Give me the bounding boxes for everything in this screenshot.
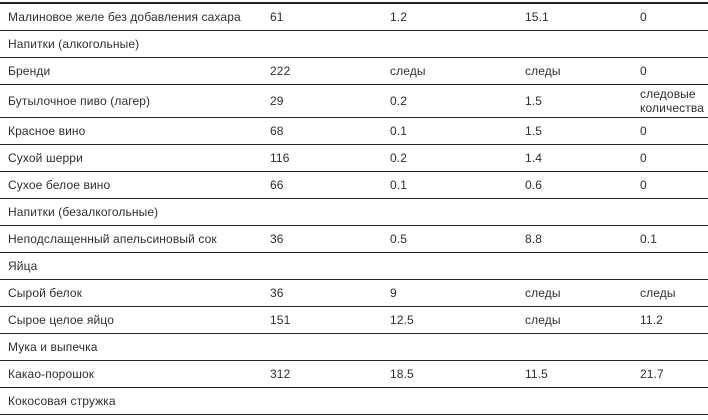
table-row: Сырой белок 36 9 следы следы <box>0 279 708 307</box>
section-title: Напитки (алкогольные) <box>0 30 708 58</box>
value-cell: 61 <box>262 3 382 31</box>
value-cell: 0.2 <box>382 144 517 172</box>
value-cell: 312 <box>262 360 382 388</box>
food-name-cell: Сырое целое яйцо <box>0 306 262 334</box>
value-cell: 36 <box>262 225 382 253</box>
food-name-cell: Сырой белок <box>0 279 262 307</box>
value-cell: 1.4 <box>517 144 632 172</box>
section-row: Мука и выпечка <box>0 333 708 361</box>
value-cell: следы <box>517 57 632 85</box>
value-cell: 1.5 <box>517 117 632 145</box>
value-cell <box>517 387 632 415</box>
value-cell: 29 <box>262 84 382 118</box>
value-cell: 0 <box>632 144 708 172</box>
food-name-cell: Бутылочное пиво (лагер) <box>0 84 262 118</box>
food-name-cell: Малиновое желе без добавления сахара <box>0 3 262 31</box>
section-row: Напитки (алкогольные) <box>0 30 708 58</box>
value-cell: 9 <box>382 279 517 307</box>
value-cell: следы <box>517 306 632 334</box>
food-name-cell: Кокосовая стружка <box>0 387 262 415</box>
value-cell: 68 <box>262 117 382 145</box>
food-name-cell: Красное вино <box>0 117 262 145</box>
nutrition-table-body: Малиновое желе без добавления сахара 61 1.… <box>0 3 708 415</box>
value-cell: следовые количества <box>632 84 708 118</box>
food-name-cell: Сухое белое вино <box>0 171 262 199</box>
value-cell: 11.2 <box>632 306 708 334</box>
table-row: Бутылочное пиво (лагер) 29 0.2 1.5 следовые … <box>0 84 708 118</box>
value-cell <box>262 387 382 415</box>
value-cell: 66 <box>262 171 382 199</box>
value-cell: 15.1 <box>517 3 632 31</box>
value-cell: следы <box>382 57 517 85</box>
value-cell: 222 <box>262 57 382 85</box>
value-cell: 151 <box>262 306 382 334</box>
table-row: Сухой шерри 116 0.2 1.4 0 <box>0 144 708 172</box>
value-cell: 0.6 <box>517 171 632 199</box>
section-title: Мука и выпечка <box>0 333 708 361</box>
table-row: Какао-порошок 312 18.5 11.5 21.7 <box>0 360 708 388</box>
value-cell: 1.2 <box>382 3 517 31</box>
value-cell <box>632 387 708 415</box>
value-cell: 36 <box>262 279 382 307</box>
value-cell: 0 <box>632 171 708 199</box>
section-title: Яйца <box>0 252 708 280</box>
table-row: Малиновое желе без добавления сахара 61 1.… <box>0 3 708 31</box>
value-cell: 0 <box>632 117 708 145</box>
value-cell: 1.5 <box>517 84 632 118</box>
section-row: Напитки (безалкогольные) <box>0 198 708 226</box>
table-row: Сырое целое яйцо 151 12.5 следы 11.2 <box>0 306 708 334</box>
value-cell: 0.1 <box>382 171 517 199</box>
food-name-cell: Сухой шерри <box>0 144 262 172</box>
table-row: Красное вино 68 0.1 1.5 0 <box>0 117 708 145</box>
food-name-cell: Неподслащенный апельсиновый сок <box>0 225 262 253</box>
value-cell <box>382 387 517 415</box>
value-cell: 18.5 <box>382 360 517 388</box>
value-cell: 11.5 <box>517 360 632 388</box>
value-cell: 8.8 <box>517 225 632 253</box>
food-name-cell: Какао-порошок <box>0 360 262 388</box>
value-cell: 12.5 <box>382 306 517 334</box>
value-cell: 0.1 <box>382 117 517 145</box>
value-cell: 21.7 <box>632 360 708 388</box>
table-row: Бренди 222 следы следы 0 <box>0 57 708 85</box>
value-cell: 0.1 <box>632 225 708 253</box>
value-cell: 0 <box>632 57 708 85</box>
value-cell: 116 <box>262 144 382 172</box>
table-row: Неподслащенный апельсиновый сок 36 0.5 8.8 0… <box>0 225 708 253</box>
value-cell: следы <box>632 279 708 307</box>
section-title: Напитки (безалкогольные) <box>0 198 708 226</box>
table-row: Кокосовая стружка <box>0 387 708 415</box>
value-cell: 0.2 <box>382 84 517 118</box>
value-cell: следы <box>517 279 632 307</box>
table-row: Сухое белое вино 66 0.1 0.6 0 <box>0 171 708 199</box>
value-cell: 0.5 <box>382 225 517 253</box>
value-cell: 0 <box>632 3 708 31</box>
food-name-cell: Бренди <box>0 57 262 85</box>
section-row: Яйца <box>0 252 708 280</box>
